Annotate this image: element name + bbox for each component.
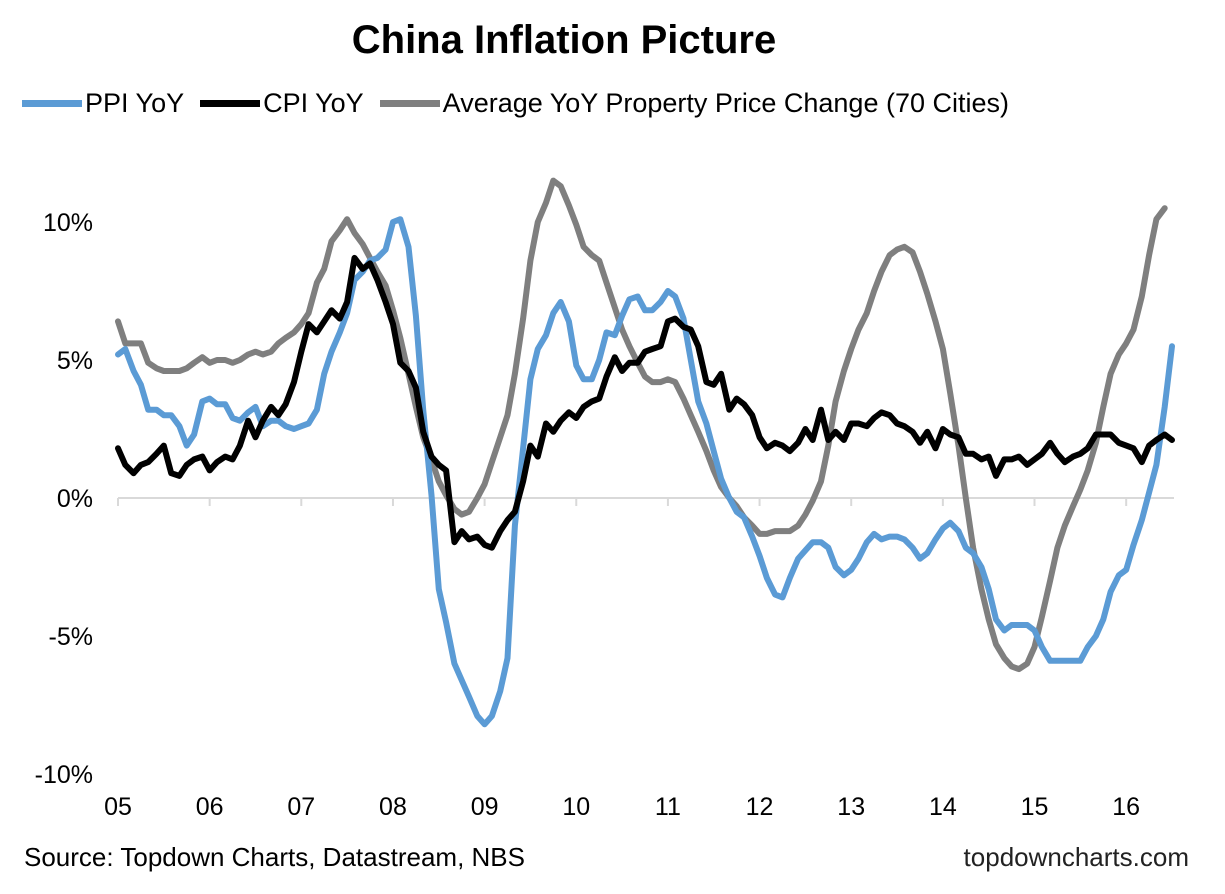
legend-swatch-ppi [22,99,82,107]
legend-item-property: Average YoY Property Price Change (70 Ci… [379,87,1009,119]
x-tick-label: 14 [929,793,957,821]
legend-item-ppi: PPI YoY [22,88,184,119]
property-price-line [115,177,1168,673]
source-note: Source: Topdown Charts, Datastream, NBS [24,842,525,872]
x-axis-ticks: 05 06 07 08 09 10 11 12 13 14 15 16 [104,498,1140,821]
y-tick-label: -5% [49,623,93,651]
legend-label-cpi: CPI YoY [263,87,364,118]
x-tick-label: 07 [287,793,315,821]
x-tick-label: 11 [655,793,681,821]
legend-label-ppi: PPI YoY [85,87,185,118]
ppi-yoy-line [115,216,1175,728]
y-tick-label: 5% [57,347,93,375]
x-tick-label: 16 [1112,793,1140,821]
website-credit: topdowncharts.com [963,842,1189,872]
legend-label-property: Average YoY Property Price Change (70 Ci… [442,87,1009,118]
x-tick-label: 09 [471,793,499,821]
chart-legend: PPI YoY CPI YoY Average YoY Property Pri… [22,86,1025,120]
x-tick-label: 08 [379,793,407,821]
x-tick-label: 10 [562,793,590,821]
y-tick-label: 10% [43,209,93,237]
legend-swatch-property [379,99,440,107]
x-tick-label: 06 [196,793,224,821]
y-tick-label: -10% [35,761,93,789]
x-tick-label: 15 [1021,793,1049,821]
y-tick-label: 0% [57,485,93,513]
x-tick-label: 05 [104,793,132,821]
legend-swatch-cpi [200,99,261,107]
x-tick-label: 13 [837,793,865,821]
chart-title: China Inflation Picture [351,18,777,62]
x-tick-label: 12 [746,793,774,821]
cpi-yoy-line [115,254,1175,551]
y-axis-tick-labels: 10% 5% 0% -5% -10% [35,209,93,789]
series-lines [115,177,1175,728]
legend-item-cpi: CPI YoY [200,88,364,119]
